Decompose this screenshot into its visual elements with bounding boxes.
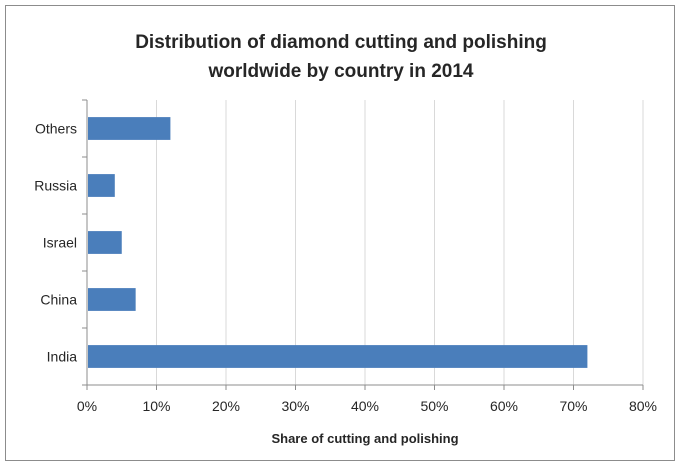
x-tick-label: 50% [420, 398, 448, 414]
x-tick-label: 70% [559, 398, 587, 414]
x-tick-label: 80% [629, 398, 657, 414]
x-tick-labels: 0% 10% 20% 30% 40% 50% 60% 70% 80% [77, 398, 657, 414]
x-tick-label: 10% [142, 398, 170, 414]
gridlines [156, 100, 644, 385]
category-label: Others [35, 121, 77, 137]
chart-title-line-1: Distribution of diamond cutting and poli… [135, 32, 547, 53]
x-tick-label: 30% [281, 398, 309, 414]
bar-china [88, 288, 136, 311]
category-label: India [47, 349, 78, 365]
category-label: Israel [43, 235, 77, 251]
x-tick-label: 40% [351, 398, 379, 414]
x-tick-label: 60% [490, 398, 518, 414]
bars [88, 117, 588, 368]
category-label: Russia [34, 178, 77, 194]
bar-others [88, 117, 171, 140]
category-labels: India China Israel Russia Others [34, 121, 77, 365]
chart-title: Distribution of diamond cutting and poli… [0, 28, 682, 86]
x-axis-title: Share of cutting and polishing [271, 431, 458, 446]
axes [82, 99, 644, 390]
bar-india [88, 345, 588, 368]
x-tick-label: 0% [77, 398, 97, 414]
bar-israel [88, 231, 122, 254]
x-tick-label: 20% [212, 398, 240, 414]
chart-title-line-2: worldwide by country in 2014 [208, 61, 474, 82]
category-label: China [40, 292, 77, 308]
bar-russia [88, 174, 115, 197]
